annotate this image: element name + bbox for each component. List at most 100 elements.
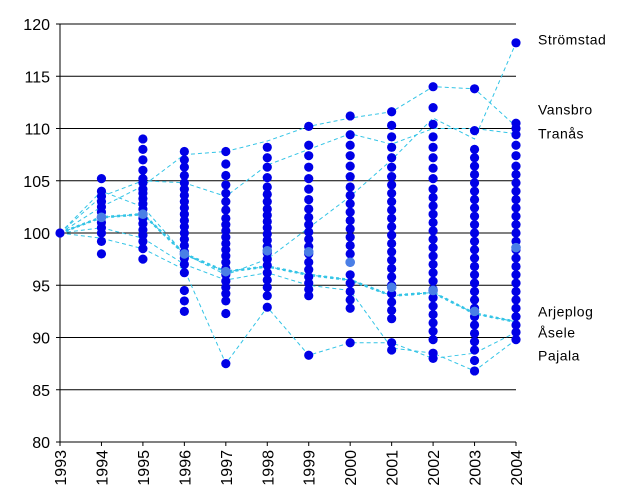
data-point xyxy=(96,236,107,246)
data-point xyxy=(428,82,438,92)
data-point xyxy=(387,263,397,274)
data-point xyxy=(511,211,521,221)
data-point xyxy=(387,120,397,130)
data-point xyxy=(469,194,480,205)
data-point xyxy=(304,194,314,205)
data-point xyxy=(469,211,480,221)
data-point xyxy=(96,186,107,196)
data-point xyxy=(262,182,272,192)
data-point xyxy=(304,162,314,172)
data-point xyxy=(304,151,314,161)
data-point xyxy=(345,190,355,200)
municipality-lines xyxy=(59,42,517,372)
data-point xyxy=(387,247,397,257)
data-point xyxy=(304,272,314,282)
data-point xyxy=(428,119,438,129)
data-point xyxy=(387,205,397,215)
data-point xyxy=(428,309,438,320)
data-point xyxy=(428,153,438,163)
data-point xyxy=(387,305,397,315)
data-point xyxy=(387,132,397,142)
y-tick-label: 100 xyxy=(23,226,50,243)
x-tick-label: 1998 xyxy=(260,450,277,486)
data-point xyxy=(428,276,438,286)
series-line xyxy=(59,232,517,365)
data-point xyxy=(511,203,521,213)
y-tick-label: 85 xyxy=(32,383,50,400)
data-point xyxy=(262,173,272,183)
data-point xyxy=(469,286,480,297)
data-point xyxy=(345,140,355,150)
data-point xyxy=(511,334,521,345)
data-point xyxy=(511,278,521,288)
data-point xyxy=(304,234,314,244)
data-point xyxy=(345,130,355,140)
data-point xyxy=(262,153,272,163)
highlight-point xyxy=(221,266,231,277)
data-point xyxy=(469,236,480,246)
data-point xyxy=(511,253,521,263)
series-line xyxy=(59,227,517,372)
data-point xyxy=(387,107,397,117)
data-point xyxy=(179,296,189,306)
data-point xyxy=(221,159,231,169)
data-point xyxy=(469,328,480,338)
data-point xyxy=(511,118,521,128)
x-tick-label: 2000 xyxy=(343,450,360,486)
data-point xyxy=(511,261,521,272)
data-point xyxy=(511,178,521,188)
data-point xyxy=(304,350,314,360)
data-point xyxy=(138,144,148,154)
x-axis-ticks: 1993 1994 1995 1996 1997 1998 1999 2000 2001 2002… xyxy=(53,442,526,486)
data-point xyxy=(387,213,397,223)
data-point xyxy=(345,111,355,121)
series-line xyxy=(59,213,517,323)
data-point xyxy=(511,327,521,337)
data-point xyxy=(179,306,189,316)
annotation-label: Åsele xyxy=(538,324,576,340)
data-point xyxy=(469,320,480,330)
data-point xyxy=(179,170,189,181)
data-point xyxy=(221,359,231,369)
data-point xyxy=(262,197,272,207)
highlight-point xyxy=(428,285,438,296)
data-point xyxy=(469,169,480,180)
data-point xyxy=(469,355,480,366)
data-point xyxy=(511,151,521,161)
data-point xyxy=(262,189,272,199)
highlight-point xyxy=(138,209,148,219)
data-point xyxy=(428,142,438,152)
data-point xyxy=(304,184,314,194)
data-point xyxy=(387,222,397,232)
data-point xyxy=(428,226,438,236)
data-point xyxy=(345,303,355,313)
x-tick-label: 1999 xyxy=(302,450,319,486)
data-point xyxy=(138,254,148,264)
data-point xyxy=(428,184,438,194)
data-point xyxy=(511,228,521,238)
data-point xyxy=(511,194,521,205)
data-point xyxy=(428,259,438,269)
data-point xyxy=(469,178,480,188)
data-point xyxy=(304,212,314,222)
data-point xyxy=(96,174,107,184)
highlight-point xyxy=(179,249,190,259)
data-point xyxy=(469,345,480,355)
data-point xyxy=(469,366,480,376)
data-point xyxy=(179,162,189,172)
highlight-point xyxy=(511,242,521,253)
data-point xyxy=(428,268,438,278)
data-point xyxy=(469,161,480,171)
data-point xyxy=(262,162,272,172)
data-point xyxy=(469,337,480,347)
data-point xyxy=(345,224,355,234)
data-point xyxy=(469,295,480,305)
data-point xyxy=(221,188,231,198)
data-point xyxy=(345,338,355,348)
data-point xyxy=(428,201,438,211)
x-tick-label: 1995 xyxy=(136,450,153,486)
data-point xyxy=(221,205,231,215)
data-point xyxy=(138,134,148,144)
data-point xyxy=(428,234,438,244)
